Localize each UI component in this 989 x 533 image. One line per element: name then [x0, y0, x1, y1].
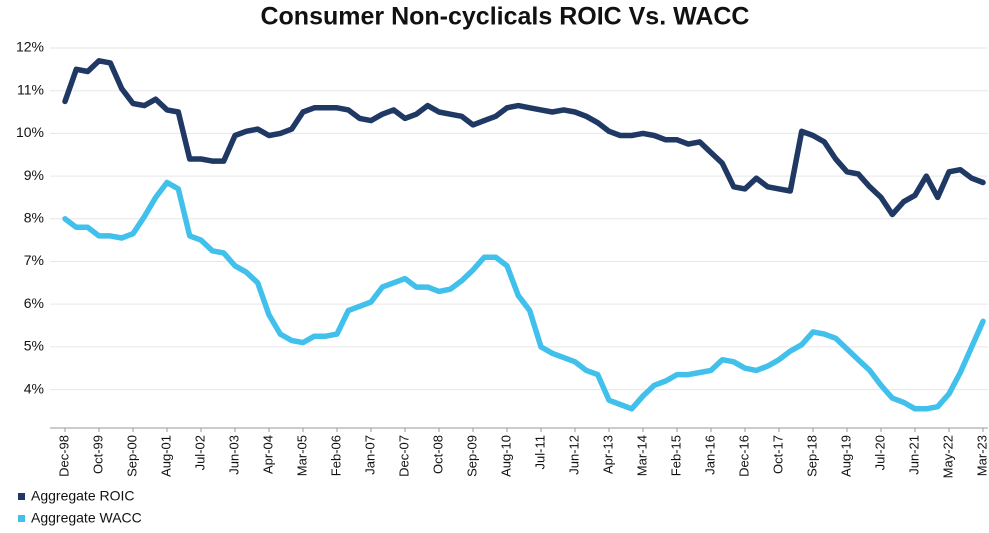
y-tick-label: 11%	[17, 81, 44, 97]
line	[62, 179, 986, 412]
y-tick-label: 4%	[24, 380, 44, 396]
x-tick-label: Apr-04	[260, 435, 275, 474]
x-tick-label: Sep-00	[124, 435, 139, 477]
y-tick-label: 12%	[16, 39, 44, 55]
x-tick-label: Mar-14	[634, 435, 649, 476]
y-tick-label: 6%	[24, 295, 44, 311]
x-tick-label: Oct-17	[770, 435, 785, 474]
x-tick-label: Mar-05	[294, 435, 309, 476]
x-tick-label: Oct-99	[90, 435, 105, 474]
x-tick-label: Feb-15	[668, 435, 683, 476]
x-tick-label: Jul-20	[872, 435, 887, 470]
y-tick-label: 9%	[24, 167, 44, 183]
legend-marker	[18, 493, 25, 500]
legend-marker	[18, 515, 25, 522]
chart-title: Consumer Non-cyclicals ROIC Vs. WACC	[260, 3, 749, 31]
x-tick-label: Feb-06	[328, 435, 343, 476]
x-tick-label: Apr-13	[600, 435, 615, 474]
x-tick-label: Aug-10	[498, 435, 513, 477]
x-tick-label: Jun-12	[566, 435, 581, 475]
y-tick-label: 7%	[24, 252, 44, 268]
x-tick-label: Jan-07	[362, 435, 377, 475]
x-tick-label: Dec-07	[396, 435, 411, 477]
x-tick-label: May-22	[940, 435, 955, 478]
x-tick-label: Aug-01	[158, 435, 173, 477]
x-tick-label: Sep-09	[464, 435, 479, 477]
x-tick-label: Jun-21	[906, 435, 921, 475]
x-tick-label: Jul-02	[192, 435, 207, 470]
x-tick-label: Oct-08	[430, 435, 445, 474]
x-tick-label: Sep-18	[804, 435, 819, 477]
legend-label: Aggregate WACC	[31, 510, 142, 526]
x-tick-label: Dec-16	[736, 435, 751, 477]
x-tick-label: Dec-98	[56, 435, 71, 477]
line	[62, 58, 986, 218]
y-tick-label: 10%	[16, 124, 44, 140]
x-tick-label: Aug-19	[838, 435, 853, 477]
x-tick-label: Jan-16	[702, 435, 717, 475]
x-tick-label: Mar-23	[974, 435, 989, 476]
x-tick-label: Jun-03	[226, 435, 241, 475]
x-tick-label: Jul-11	[532, 435, 547, 469]
legend-label: Aggregate ROIC	[31, 488, 135, 504]
y-tick-label: 8%	[24, 209, 44, 225]
y-tick-label: 5%	[24, 338, 44, 354]
